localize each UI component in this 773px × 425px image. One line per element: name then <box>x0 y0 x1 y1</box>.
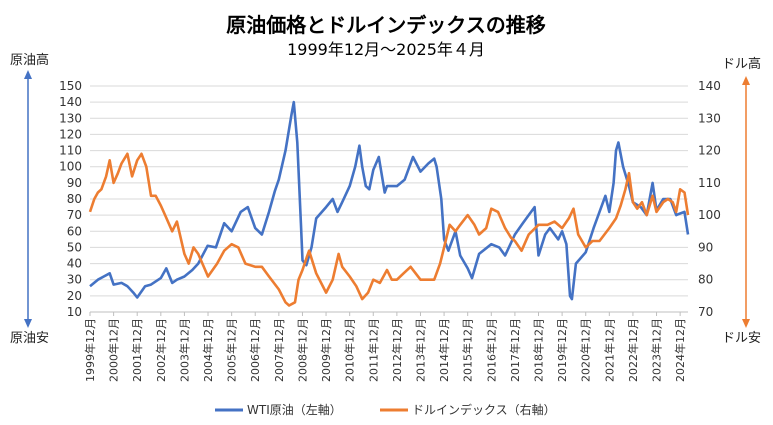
left-axis-ticks: 10 20 30 40 50 60 70 80 90 100 110 120 130 140 150 <box>59 79 82 319</box>
series-line-dollar-index <box>88 152 690 307</box>
right-tick-label: 100 <box>698 208 721 222</box>
left-tick-label: 130 <box>59 111 82 125</box>
series-layer <box>88 100 690 307</box>
left-tick-label: 50 <box>67 240 82 254</box>
x-tick-label: 2017年12月 <box>508 318 522 382</box>
x-tick-label: 2018年12月 <box>532 318 546 382</box>
right-tick-label: 120 <box>698 144 721 158</box>
x-tick-label: 2002年12月 <box>154 318 168 382</box>
right-tick-label: 130 <box>698 111 721 125</box>
left-tick-label: 120 <box>59 127 82 141</box>
right-tick-label: 110 <box>698 176 721 190</box>
x-axis-ticks: 1999年12月 2000年12月 2001年12月 2002年12月 2003年12月… <box>83 312 687 382</box>
right-axis-arrow <box>742 76 750 328</box>
left-tick-label: 60 <box>67 224 82 238</box>
left-tick-label: 150 <box>59 79 82 93</box>
left-tick-label: 110 <box>59 144 82 158</box>
left-tick-label: 80 <box>67 192 82 206</box>
chart-subtitle: 1999年12月～2025年４月 <box>287 40 485 59</box>
right-axis-ticks: 70 80 90 100 110 120 130 140 <box>698 79 721 319</box>
left-tick-label: 90 <box>67 176 82 190</box>
left-tick-label: 140 <box>59 95 82 109</box>
x-tick-label: 2020年12月 <box>579 318 593 382</box>
legend-label-dollar-index: ドルインデックス（右軸） <box>412 402 556 417</box>
left-axis-arrow <box>24 70 32 328</box>
x-tick-label: 2006年12月 <box>248 318 262 382</box>
left-tick-label: 30 <box>67 273 82 287</box>
x-tick-label: 2007年12月 <box>272 318 286 382</box>
x-tick-label: 2019年12月 <box>555 318 569 382</box>
legend: WTI原油（左軸） ドルインデックス（右軸） <box>215 402 556 417</box>
grid-lines <box>90 85 688 313</box>
x-tick-label: 2015年12月 <box>461 318 475 382</box>
x-tick-label: 2023年12月 <box>650 318 664 382</box>
x-tick-label: 2010年12月 <box>343 318 357 382</box>
x-tick-label: 2011年12月 <box>366 318 380 382</box>
x-tick-label: 2001年12月 <box>130 318 144 382</box>
left-tick-label: 70 <box>67 208 82 222</box>
right-tick-label: 140 <box>698 79 721 93</box>
x-tick-label: 2009年12月 <box>319 318 333 382</box>
left-axis-top-label: 原油高 <box>10 52 49 68</box>
left-tick-label: 10 <box>67 305 82 319</box>
right-axis-top-label: ドル高 <box>722 56 761 72</box>
series-line-wti <box>89 100 690 301</box>
right-tick-label: 80 <box>698 273 713 287</box>
left-axis-bottom-label: 原油安 <box>10 331 49 346</box>
x-tick-label: 2003年12月 <box>177 318 191 382</box>
x-tick-label: 2004年12月 <box>201 318 215 382</box>
left-tick-label: 40 <box>67 257 82 271</box>
left-tick-label: 100 <box>59 160 82 174</box>
right-tick-label: 90 <box>698 240 713 254</box>
left-tick-label: 20 <box>67 289 82 303</box>
x-tick-label: 2016年12月 <box>484 318 498 382</box>
x-tick-label: 2013年12月 <box>413 318 427 382</box>
right-axis-bottom-label: ドル安 <box>722 331 761 346</box>
x-tick-label: 2014年12月 <box>437 318 451 382</box>
chart-title: 原油価格とドルインデックスの推移 <box>226 13 545 37</box>
x-tick-label: 2005年12月 <box>225 318 239 382</box>
x-tick-label: 2008年12月 <box>295 318 309 382</box>
x-tick-label: 2000年12月 <box>107 318 121 382</box>
legend-label-wti: WTI原油（左軸） <box>247 402 342 417</box>
x-tick-label: 2024年12月 <box>673 318 687 382</box>
x-tick-label: 2022年12月 <box>626 318 640 382</box>
right-tick-label: 70 <box>698 305 713 319</box>
x-tick-label: 2012年12月 <box>390 318 404 382</box>
x-tick-label: 1999年12月 <box>83 318 97 382</box>
x-tick-label: 2021年12月 <box>602 318 616 382</box>
